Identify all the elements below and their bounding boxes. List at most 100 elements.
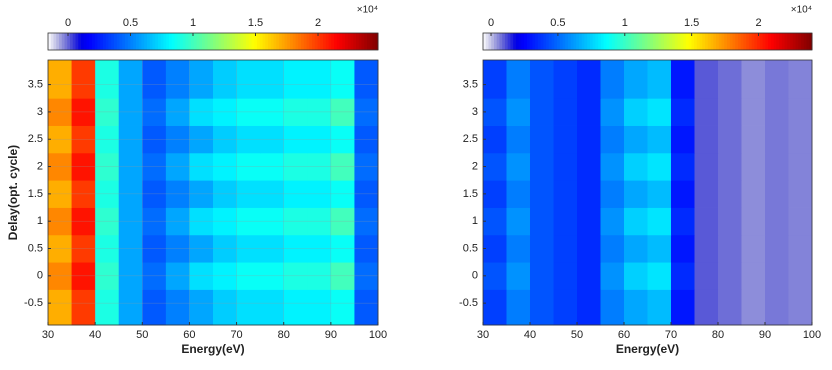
heatmap-cell: [624, 262, 648, 290]
colorbar-swatch: [702, 33, 706, 50]
colorbar-swatch: [155, 33, 159, 50]
colorbar-swatch: [661, 33, 665, 50]
colorbar-swatch: [235, 33, 239, 50]
colorbar-swatch: [759, 33, 764, 50]
colorbar-swatch: [251, 33, 255, 50]
heatmap-cell: [530, 152, 554, 181]
colorbar-swatch: [141, 33, 145, 50]
colorbar-swatch: [628, 33, 632, 50]
y-tick-label: 3: [472, 106, 478, 118]
colorbar-swatch: [770, 33, 775, 50]
colorbar-swatch: [372, 33, 376, 50]
heatmap-cell: [671, 125, 695, 154]
y-tick-label: 1: [37, 215, 43, 227]
colorbar-swatch: [672, 33, 676, 50]
colorbar-swatch: [125, 33, 129, 50]
colorbar-swatch: [199, 33, 203, 50]
colorbar-swatch: [336, 33, 340, 50]
colorbar-swatch: [600, 33, 605, 50]
heatmap-cell: [330, 60, 355, 99]
colorbar-swatch: [809, 33, 813, 50]
heatmap-cell: [71, 60, 96, 99]
x-tick-label: 80: [712, 329, 724, 341]
colorbar-swatch: [691, 33, 695, 50]
heatmap-cell: [553, 60, 578, 99]
heatmap-cell: [718, 289, 742, 326]
colorbar-swatch: [699, 33, 703, 50]
colorbar-tick-label: 0.5: [550, 17, 565, 29]
colorbar-swatch: [232, 33, 236, 50]
colorbar-swatch: [567, 33, 572, 50]
colorbar-swatch: [306, 33, 310, 50]
colorbar-swatch: [213, 33, 217, 50]
heatmap-cell: [142, 60, 167, 99]
colorbar-swatch: [748, 33, 753, 50]
colorbar-swatch: [347, 33, 351, 50]
colorbar-swatch: [75, 33, 79, 50]
colorbar-swatch: [696, 33, 701, 50]
colorbar-swatch: [543, 33, 547, 50]
colorbar-swatch: [510, 33, 514, 50]
colorbar-swatch: [284, 33, 288, 50]
colorbar-swatch: [795, 33, 799, 50]
heatmap-cell: [671, 234, 695, 263]
colorbar-swatch: [688, 33, 692, 50]
heatmap-cell: [624, 289, 648, 326]
y-tick-label: 2: [472, 160, 478, 172]
colorbar-swatch: [224, 33, 228, 50]
colorbar-swatch: [339, 33, 343, 50]
colorbar-tick-label: 0: [65, 17, 71, 29]
colorbar-swatch: [331, 33, 335, 50]
colorbar-swatch: [295, 33, 299, 50]
heatmap-cell: [506, 152, 531, 181]
colorbar-swatch: [119, 33, 123, 50]
colorbar-swatch: [729, 33, 733, 50]
heatmap-cell: [788, 262, 813, 290]
colorbar-swatch: [518, 33, 522, 50]
colorbar-swatch: [262, 33, 266, 50]
colorbar-swatch: [801, 33, 805, 50]
colorbar-swatch: [147, 33, 151, 50]
heatmap-cell: [236, 289, 261, 326]
heatmap-cell: [506, 262, 531, 290]
heatmap-cell: [577, 289, 601, 326]
colorbar-frame: [482, 32, 813, 51]
colorbar: 0 0.5 1 1.5 2 ×10⁴: [47, 5, 379, 51]
colorbar-swatch: [784, 33, 788, 50]
colorbar-swatch: [589, 33, 594, 50]
heatmap-cell: [483, 125, 507, 154]
colorbar-swatch: [298, 33, 302, 50]
colorbar-swatch: [56, 33, 60, 50]
y-tick-label: 3: [37, 106, 43, 118]
heatmap-cell: [213, 60, 237, 99]
colorbar-swatch: [61, 33, 65, 50]
colorbar-swatch: [166, 33, 170, 50]
heatmap-cell: [647, 98, 672, 126]
colorbar-swatch: [103, 33, 107, 50]
colorbar-swatch: [526, 33, 531, 50]
colorbar-swatch: [524, 33, 528, 50]
heatmap-cell: [506, 289, 531, 326]
colorbar-swatch: [537, 33, 542, 50]
colorbar-swatch: [562, 33, 566, 50]
heatmap-cell: [236, 60, 261, 99]
x-tick-label: 50: [136, 329, 148, 341]
heatmap-cell: [142, 289, 167, 326]
colorbar-swatch: [191, 33, 195, 50]
colorbar-swatch: [716, 33, 720, 50]
x-tick-label: 90: [325, 329, 337, 341]
colorbar-swatch: [361, 33, 365, 50]
colorbar-tick-label: 2: [755, 17, 761, 29]
colorbar-tick-label: 1: [190, 17, 196, 29]
colorbar-swatch: [603, 33, 607, 50]
colorbar-swatch: [647, 33, 651, 50]
heatmap-cell: [71, 289, 96, 326]
colorbar-swatch: [557, 33, 561, 50]
colorbar-swatch: [320, 33, 324, 50]
heatmap-cell: [577, 152, 601, 181]
colorbar-swatch: [257, 33, 261, 50]
heatmap-cell: [718, 180, 742, 208]
colorbar-swatch: [218, 33, 222, 50]
heatmap-cell: [483, 262, 507, 290]
colorbar-swatch: [499, 33, 503, 50]
